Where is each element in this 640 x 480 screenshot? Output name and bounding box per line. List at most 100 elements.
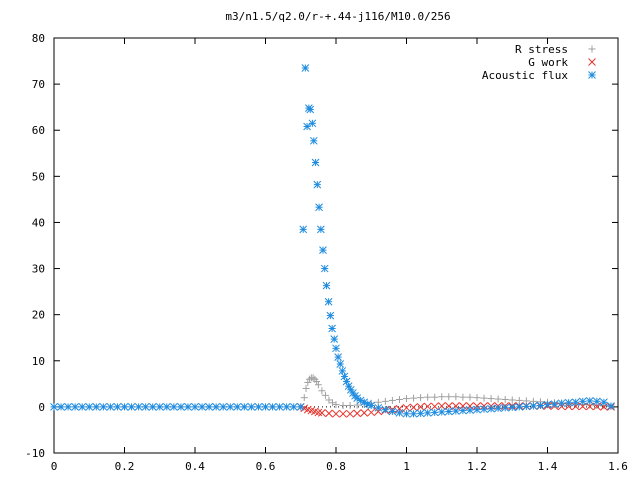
axes: 0 0.2 0.4 0.6 0.8 1 1.2 1.4 1.6 -10 0 10 20 30 40 50 60 7… <box>25 32 628 473</box>
data-point-g-work <box>444 402 453 410</box>
data-point-r-stress <box>314 381 322 389</box>
data-point-r-stress <box>395 396 403 404</box>
y-tick-label: 80 <box>32 32 45 45</box>
data-point-acoustic-flux <box>301 64 310 72</box>
y-tick-label: 50 <box>32 170 45 183</box>
y-tick-label: 60 <box>32 124 45 137</box>
data-point-acoustic-flux <box>332 344 340 353</box>
data-point-acoustic-flux <box>423 409 432 417</box>
data-point-acoustic-flux <box>374 403 383 412</box>
data-point-acoustic-flux <box>395 409 404 417</box>
data-point-acoustic-flux <box>322 281 331 290</box>
data-point-r-stress <box>339 402 347 410</box>
data-point-acoustic-flux <box>92 403 101 411</box>
data-point-acoustic-flux <box>141 403 150 411</box>
data-point-g-work <box>339 409 347 418</box>
data-point-acoustic-flux <box>543 400 552 409</box>
data-point-acoustic-flux <box>71 403 80 411</box>
data-point-acoustic-flux <box>85 403 94 411</box>
data-point-acoustic-flux <box>328 324 336 333</box>
data-point-r-stress <box>417 394 425 402</box>
data-point-acoustic-flux <box>268 403 277 411</box>
data-point-acoustic-flux <box>459 406 467 415</box>
data-point-r-stress <box>346 402 354 410</box>
data-point-r-stress <box>410 394 418 402</box>
legend-label-r-stress: R stress <box>515 43 568 56</box>
series-acoustic-flux <box>50 64 615 418</box>
data-point-r-stress <box>501 396 509 404</box>
legend-marker-g-work <box>588 58 596 66</box>
y-tick-label: 20 <box>32 309 45 322</box>
x-tick-label: 1.4 <box>538 460 558 473</box>
data-point-r-stress <box>424 393 432 401</box>
data-point-acoustic-flux <box>466 406 474 414</box>
data-point-acoustic-flux <box>261 403 270 411</box>
plot-frame <box>53 37 619 454</box>
data-point-g-work <box>564 402 573 411</box>
data-point-acoustic-flux <box>177 403 185 411</box>
data-point-acoustic-flux <box>388 407 397 416</box>
data-point-acoustic-flux <box>324 297 333 306</box>
data-point-r-stress <box>452 393 460 401</box>
data-point-acoustic-flux <box>226 403 235 411</box>
data-point-acoustic-flux <box>550 400 559 408</box>
data-point-acoustic-flux <box>282 403 291 411</box>
data-point-r-stress <box>515 396 523 404</box>
data-point-r-stress <box>353 401 361 409</box>
data-point-acoustic-flux <box>306 105 315 114</box>
data-point-r-stress <box>445 393 453 401</box>
data-point-g-work <box>346 409 354 418</box>
data-point-acoustic-flux <box>127 403 136 411</box>
data-point-r-stress <box>321 391 329 399</box>
data-point-acoustic-flux <box>275 403 284 411</box>
data-point-acoustic-flux <box>529 402 538 410</box>
data-point-acoustic-flux <box>106 403 115 411</box>
data-point-r-stress <box>508 396 516 404</box>
legend-marker-r-stress <box>588 45 596 53</box>
data-point-acoustic-flux <box>320 264 329 273</box>
data-point-acoustic-flux <box>416 409 425 418</box>
data-point-acoustic-flux <box>289 403 298 411</box>
data-point-acoustic-flux <box>444 407 453 416</box>
data-point-acoustic-flux <box>162 403 171 411</box>
data-point-g-work <box>325 409 333 418</box>
data-point-acoustic-flux <box>437 408 446 416</box>
data-point-acoustic-flux <box>607 402 615 410</box>
data-point-acoustic-flux <box>578 397 587 406</box>
data-point-g-work <box>374 407 383 416</box>
data-point-g-work <box>473 402 481 410</box>
data-point-acoustic-flux <box>247 403 256 411</box>
data-point-acoustic-flux <box>430 408 439 417</box>
data-point-acoustic-flux <box>592 397 601 406</box>
data-point-acoustic-flux <box>212 403 221 411</box>
data-point-acoustic-flux <box>198 403 206 411</box>
data-point-acoustic-flux <box>233 403 242 411</box>
data-point-acoustic-flux <box>299 225 308 234</box>
data-point-r-stress <box>304 378 312 386</box>
data-point-acoustic-flux <box>381 405 390 414</box>
data-point-r-stress <box>473 394 481 402</box>
data-point-acoustic-flux <box>515 403 524 411</box>
data-point-r-stress <box>388 396 396 404</box>
data-point-g-work <box>318 409 326 417</box>
data-point-acoustic-flux <box>296 403 305 411</box>
data-point-acoustic-flux <box>330 335 339 343</box>
series-layer <box>50 64 615 418</box>
data-point-r-stress <box>325 396 333 404</box>
x-tick-label: 0.2 <box>115 460 135 473</box>
chart-title: m3/n1.5/q2.0/r-+.44-j116/M10.0/256 <box>225 10 450 23</box>
data-point-acoustic-flux <box>522 402 531 411</box>
data-point-r-stress <box>332 401 340 409</box>
data-point-acoustic-flux <box>309 136 318 145</box>
data-point-acoustic-flux <box>585 397 594 405</box>
data-point-acoustic-flux <box>120 403 129 411</box>
data-point-r-stress <box>309 374 317 382</box>
data-point-r-stress <box>381 397 389 405</box>
data-point-r-stress <box>302 384 310 392</box>
data-point-acoustic-flux <box>480 405 488 414</box>
data-point-acoustic-flux <box>254 403 263 411</box>
data-point-acoustic-flux <box>184 403 192 411</box>
x-tick-label: 1.2 <box>467 460 487 473</box>
data-point-acoustic-flux <box>78 403 87 411</box>
